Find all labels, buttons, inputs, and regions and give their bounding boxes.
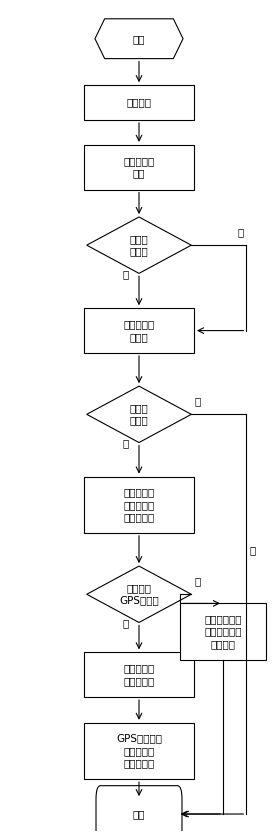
Text: 是否烧
录成功: 是否烧 录成功 [130, 404, 148, 425]
FancyBboxPatch shape [180, 603, 265, 660]
Polygon shape [87, 566, 191, 622]
FancyBboxPatch shape [84, 477, 194, 533]
Text: 是否安装
GPS控制器: 是否安装 GPS控制器 [119, 583, 159, 606]
FancyBboxPatch shape [84, 145, 194, 190]
Polygon shape [87, 386, 191, 443]
Text: 调试完成: 调试完成 [126, 97, 152, 107]
Text: 否: 否 [194, 396, 200, 406]
FancyBboxPatch shape [84, 652, 194, 697]
Text: 否: 否 [249, 545, 255, 555]
Text: 发送程序烧
录请求: 发送程序烧 录请求 [123, 319, 155, 342]
Text: 生成新程序
文本: 生成新程序 文本 [123, 156, 155, 178]
FancyBboxPatch shape [84, 723, 194, 780]
FancyBboxPatch shape [84, 85, 194, 120]
FancyBboxPatch shape [96, 785, 182, 832]
Text: GPS控制平台
备份主机程
序变更信息: GPS控制平台 备份主机程 序变更信息 [116, 734, 162, 769]
FancyBboxPatch shape [84, 308, 194, 353]
Text: 电子监控器及
调试平台备份
变更信息: 电子监控器及 调试平台备份 变更信息 [204, 614, 242, 649]
Polygon shape [87, 217, 191, 274]
Text: 否: 否 [237, 227, 244, 237]
Polygon shape [95, 19, 183, 58]
Text: 否: 否 [194, 576, 200, 586]
Text: 是: 是 [122, 618, 128, 628]
Text: 识别主机及
控制器软硬
件版本信息: 识别主机及 控制器软硬 件版本信息 [123, 488, 155, 522]
Text: 开始: 开始 [133, 34, 145, 44]
Text: 结束: 结束 [133, 809, 145, 819]
Text: 上传程序变
更相关信息: 上传程序变 更相关信息 [123, 663, 155, 686]
Text: 是: 是 [122, 438, 128, 448]
Text: 是否需
要烧录: 是否需 要烧录 [130, 234, 148, 256]
Text: 是: 是 [122, 270, 128, 280]
